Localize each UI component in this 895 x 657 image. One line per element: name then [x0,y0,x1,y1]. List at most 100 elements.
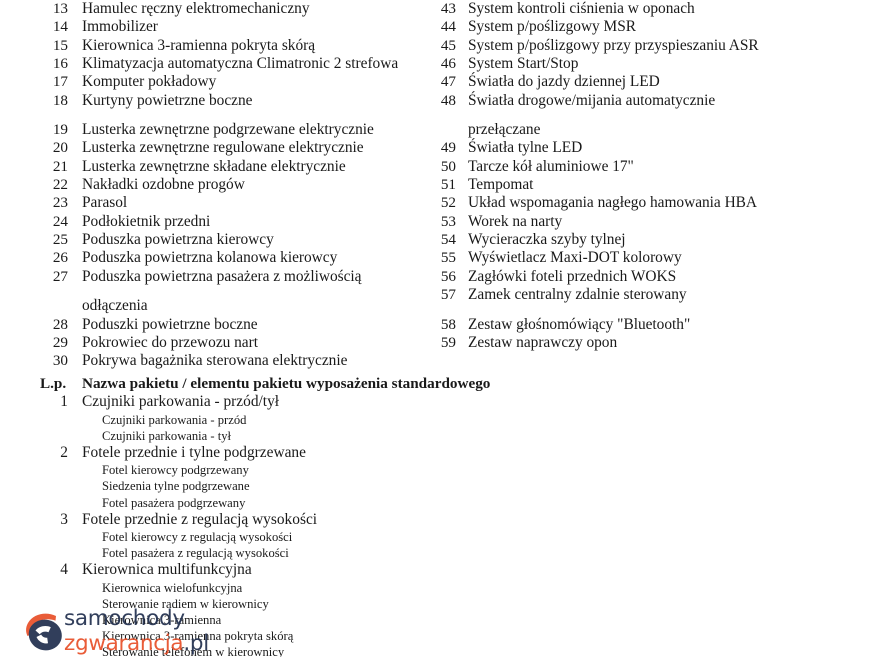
option-left-row: 13 Hamulec ręczny elektromechaniczny [40,0,440,18]
option-left-label: Kurtyny powietrzne boczne [82,91,253,109]
option-left-row: 19 Lusterka zewnętrzne podgrzewane elektr… [40,121,440,139]
option-left-row: 22 Nakładki ozdobne progów [40,176,440,194]
option-right-number: 48 [440,91,456,109]
option-left-row: 28 Poduszki powietrzne boczne [40,316,440,334]
option-right-number: 49 [440,139,456,157]
option-left-row: 23 Parasol [40,194,440,212]
packages-header-row: L.p. Nazwa pakietu / elementu pakietu wy… [40,374,660,393]
row-spacer [430,305,890,316]
option-left-number: 13 [52,0,68,17]
option-left-number: 15 [52,36,68,54]
option-right-label: Tempomat [468,176,534,194]
option-left-number: 16 [52,55,68,73]
option-left-label: Parasol [82,194,128,212]
option-left-number: 23 [52,194,68,212]
option-right-row: 48 Światła drogowe/mijania automatycznie [430,92,890,110]
option-left-number: 30 [52,352,68,370]
package-sub-item: Czujniki parkowania - tył [102,428,232,443]
option-left-number: 14 [52,18,68,36]
option-right-label: System Start/Stop [468,55,579,73]
option-right-row: 50 Tarcze kół aluminiowe 17" [430,158,890,176]
package-sub-item: Kierownica wielofunkcyjna [102,581,243,596]
option-left-row: 15 Kierownica 3-ramienna pokryta skórą [40,37,440,55]
option-left-row: 25 Poduszka powietrzna kierowcy [40,231,440,249]
option-left-label: Pokrywa bagażnika sterowana elektrycznie [82,352,348,370]
option-right-label: System kontroli ciśnienia w oponach [468,0,695,17]
option-right-label: Zestaw naprawczy opon [468,333,618,351]
option-right-number: 43 [440,0,456,17]
option-left-label: Poduszki powietrzne boczne [82,315,258,333]
option-left-number: 25 [52,231,68,249]
option-right-label: Worek na narty [468,212,563,230]
option-right-number: 58 [440,315,456,333]
option-left-row: 30 Pokrywa bagażnika sterowana elektryczn… [40,352,440,370]
option-left-label: Poduszka powietrzna kolanowa kierowcy [82,249,338,267]
option-right-label: Światła drogowe/mijania automatycznie [468,91,716,109]
option-left-row: 27 Poduszka powietrzna pasażera z możliwo… [40,268,440,286]
option-left-label: Lusterka zewnętrzne składane elektryczni… [82,157,346,175]
option-left-label: Komputer pokładowy [82,73,217,91]
package-sub-item: Sterowanie telefonem w kierownicy [102,645,285,657]
option-right-row: 49 Światła tylne LED [430,139,890,157]
option-right-label: Wyświetlacz Maxi-DOT kolorowy [468,249,682,267]
package-row: 2 Fotele przednie i tylne podgrzewane [40,444,660,463]
option-right-row: 57 Zamek centralny zdalnie sterowany [430,286,890,304]
option-left-label: Kierownica 3-ramienna pokryta skórą [82,36,316,54]
option-right-label: Zestaw głośnomówiący "Bluetooth" [468,315,691,333]
package-label: Kierownica multifunkcyjna [82,561,252,579]
option-right-number: 45 [440,36,456,54]
option-right-row: 53 Worek na narty [430,213,890,231]
option-left-label: Poduszka powietrzna kierowcy [82,231,274,249]
option-left-row: 21 Lusterka zewnętrzne składane elektrycz… [40,158,440,176]
option-right-number: 57 [440,286,456,304]
option-left-number: 18 [52,91,68,109]
option-right-number: 55 [440,249,456,267]
option-left-row: 17 Komputer pokładowy [40,73,440,91]
option-left-label: Hamulec ręczny elektromechaniczny [82,0,310,17]
option-left-number: 29 [52,333,68,351]
option-right-label: Układ wspomagania nagłego hamowania HBA [468,194,758,212]
option-right-number: 59 [440,333,456,351]
option-right-row: 47 Światła do jazdy dziennej LED [430,73,890,91]
option-right-number: 46 [440,55,456,73]
option-right-number: 53 [440,212,456,230]
option-right-number: 47 [440,73,456,91]
option-left-number: 17 [52,73,68,91]
package-number: 3 [60,510,68,528]
option-right-row: 55 Wyświetlacz Maxi-DOT kolorowy [430,249,890,267]
option-left-row: 24 Podłokietnik przedni [40,213,440,231]
option-right-row: 44 System p/poślizgowy MSR [430,18,890,36]
option-right-row: 51 Tempomat [430,176,890,194]
option-left-label: Poduszka powietrzna pasażera z możliwośc… [82,267,362,285]
package-sub-item: Czujniki parkowania - przód [102,412,247,427]
option-left-number: 21 [52,157,68,175]
option-right-label: przełączane [468,121,541,139]
option-right-label: Światła do jazdy dziennej LED [468,73,660,91]
package-row: 1 Czujniki parkowania - przód/tył [40,393,660,412]
option-left-number: 28 [52,315,68,333]
option-left-label: Pokrowiec do przewozu nart [82,333,258,351]
option-right-row: 56 Zagłówki foteli przednich WOKS [430,268,890,286]
option-left-number: 27 [52,267,68,285]
packages-list: 1 Czujniki parkowania - przód/tył Czujniki… [40,393,660,657]
option-left-row: 20 Lusterka zewnętrzne regulowane elektry… [40,139,440,157]
package-sub-item: Sterowanie radiem w kierownicy [102,597,269,612]
packages-header-num: L.p. [40,375,67,392]
package-number: 1 [60,393,68,410]
option-right-label: Tarcze kół aluminiowe 17" [468,157,634,175]
package-sub-item: Kierownica 3-ramienna [102,613,222,628]
package-row: 3 Fotele przednie z regulacją wysokości [40,511,660,530]
package-row: 4 Kierownica multifunkcyjna [40,561,660,580]
option-left-number: 26 [52,249,68,267]
option-left-row: 26 Poduszka powietrzna kolanowa kierowcy [40,249,440,267]
package-number: 2 [60,443,68,461]
package-sub-item: Fotel kierowcy z regulacją wysokości [102,530,293,545]
option-right-row: 58 Zestaw głośnomówiący "Bluetooth" [430,316,890,334]
option-right-label: Zamek centralny zdalnie sterowany [468,286,687,304]
option-left-label: Immobilizer [82,18,158,36]
package-sub-item: Fotel kierowcy podgrzewany [102,463,249,478]
option-right-label: Wycieraczka szyby tylnej [468,231,626,249]
option-left-row: odłączenia [40,297,440,315]
option-right-row: 46 System Start/Stop [430,55,890,73]
